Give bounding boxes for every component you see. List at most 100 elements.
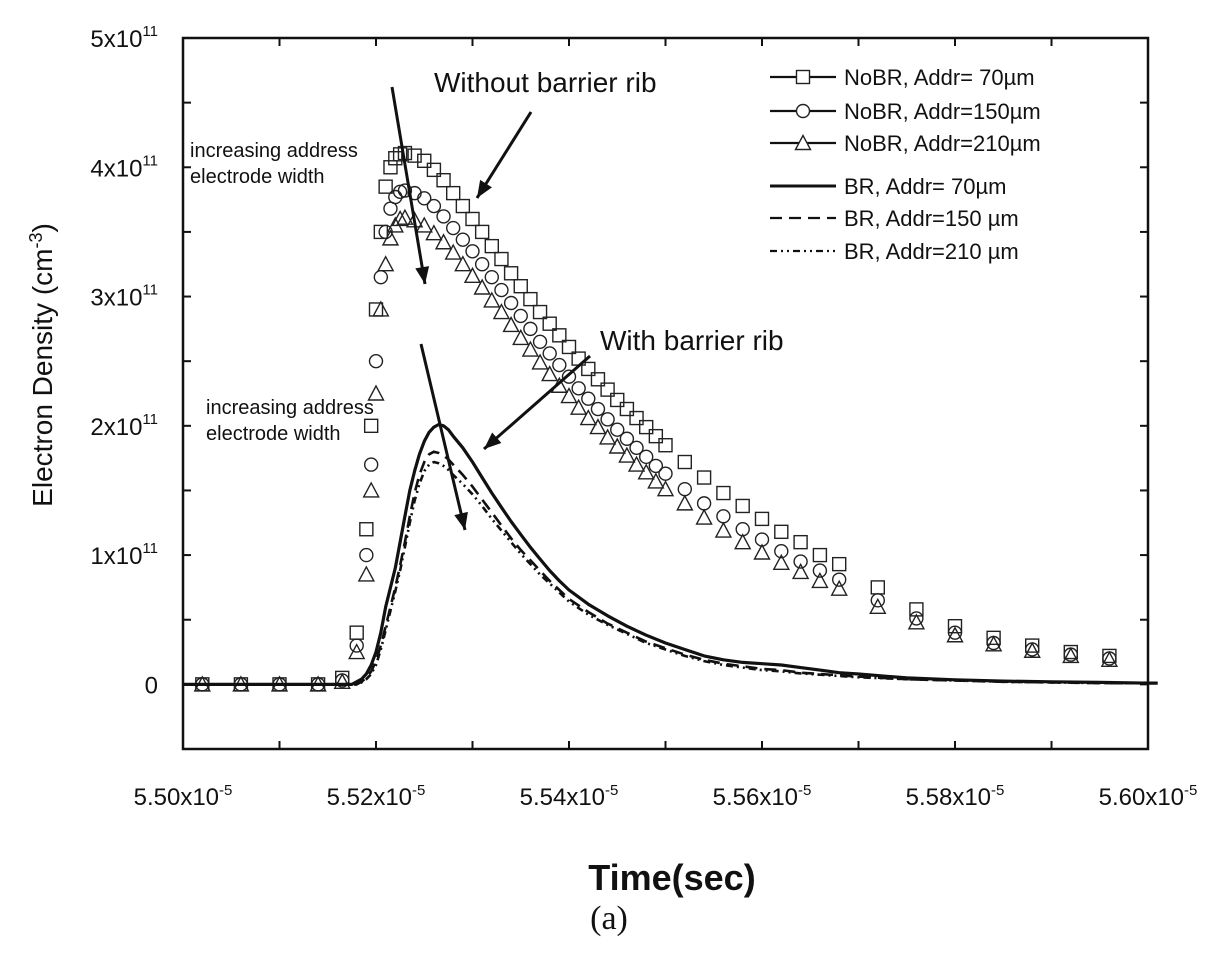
y-tick-label-mantissa: 4x10 xyxy=(90,155,142,182)
triangle-point xyxy=(425,224,443,241)
square-point xyxy=(446,185,461,201)
circle-point xyxy=(368,353,384,369)
legend-label: NoBR, Addr=210µm xyxy=(844,131,1041,156)
circle-point xyxy=(363,457,379,472)
triangle-point xyxy=(391,209,409,227)
annotation-arrow xyxy=(483,354,591,451)
y-tick-label-mantissa: 3x10 xyxy=(90,285,142,312)
circle-point xyxy=(793,554,808,569)
annotation-arrow xyxy=(390,86,430,285)
square-point xyxy=(552,328,567,343)
legend-label: BR, Addr=150 µm xyxy=(844,206,1019,231)
circle-point xyxy=(446,220,461,236)
circle-point xyxy=(677,481,692,497)
annotation-text: Without barrier rib xyxy=(434,67,657,98)
square-point xyxy=(639,419,654,435)
circle-point xyxy=(513,308,528,324)
triangle-point xyxy=(608,437,626,454)
legend-entry: NoBR, Addr=210µm xyxy=(770,131,1041,156)
triangle-point xyxy=(946,626,964,643)
x-tick-label: 5.58x10-5 xyxy=(906,782,1005,811)
circle-point xyxy=(484,269,499,285)
triangle-point xyxy=(333,672,351,689)
square-point xyxy=(455,198,471,214)
circle-point xyxy=(716,509,731,524)
triangle-point xyxy=(656,480,675,497)
legend: NoBR, Addr= 70µm NoBR, Addr=150µm NoBR, Ad… xyxy=(770,65,1041,264)
triangle-point xyxy=(1100,650,1119,668)
triangle-point xyxy=(589,418,607,435)
triangle-point xyxy=(512,328,530,346)
triangle-point xyxy=(734,533,752,550)
circle-point xyxy=(523,321,538,337)
annotation-text: increasing address electrode width xyxy=(190,140,358,188)
y-axis-title: Electron Density (cm-3) xyxy=(26,223,58,507)
triangle-point xyxy=(772,553,790,571)
circle-point xyxy=(832,572,847,587)
square-point xyxy=(600,382,615,397)
series-line xyxy=(183,450,1149,686)
triangle-point xyxy=(415,216,433,233)
legend-entry: BR, Addr=210 µm xyxy=(770,239,1019,264)
triangle-point xyxy=(348,643,366,660)
legend-label: BR, Addr=210 µm xyxy=(844,239,1019,264)
triangle-point xyxy=(376,255,395,272)
circle-point xyxy=(373,269,389,285)
legend-entry: NoBR, Addr= 70µm xyxy=(770,65,1035,90)
x-tick-label: 5.54x10-5 xyxy=(520,782,619,811)
square-point xyxy=(696,470,712,485)
circle-point xyxy=(552,357,567,373)
circle-point xyxy=(532,334,548,349)
triangle-point xyxy=(454,255,472,272)
y-tick-label-exponent: 11 xyxy=(142,23,158,40)
y-tick-label: 2x1011 xyxy=(90,411,158,441)
triangle-point xyxy=(521,340,540,357)
triangle-point xyxy=(753,543,771,560)
x-tick-label: 5.52x10-5 xyxy=(327,782,426,811)
x-axis: 5.50x10-5 5.52x10-5 5.54x10-5 5.56x10-5 5.58… xyxy=(134,38,1198,811)
square-point xyxy=(359,522,374,537)
triangle-point xyxy=(627,455,646,472)
x-tick-label-mantissa: 5.54x10 xyxy=(520,784,605,811)
square-point xyxy=(368,302,384,317)
circle-point xyxy=(417,191,432,206)
x-tick-label-exponent: -5 xyxy=(991,782,1004,799)
square-point xyxy=(610,392,625,408)
square-point xyxy=(629,410,644,426)
circle-point xyxy=(494,282,509,298)
legend-square-marker xyxy=(795,69,811,85)
circle-point xyxy=(658,466,673,481)
circle-point xyxy=(349,638,364,653)
square-point xyxy=(590,372,606,387)
square-point xyxy=(947,618,963,634)
x-tick-label: 5.60x10-5 xyxy=(1099,782,1198,811)
y-tick-label-exponent: 11 xyxy=(142,152,158,169)
series-5 xyxy=(183,450,1149,686)
circle-point xyxy=(1024,642,1040,657)
triangle-point xyxy=(907,613,926,630)
circle-point xyxy=(909,611,924,626)
y-tick-label-exponent: 11 xyxy=(142,411,158,428)
square-point xyxy=(378,179,393,194)
y-axis-title-main: Electron Density (cm xyxy=(27,249,58,507)
annotation-arrow xyxy=(419,343,468,531)
x-tick-label-mantissa: 5.50x10 xyxy=(134,784,219,811)
circle-point xyxy=(397,183,413,198)
square-point xyxy=(484,238,499,254)
triangle-point xyxy=(531,353,549,370)
legend-entry: BR, Addr= 70µm xyxy=(770,174,1006,199)
square-point xyxy=(383,160,398,175)
square-point xyxy=(735,498,750,514)
y-axis-title-close: ) xyxy=(27,223,58,232)
triangle-point xyxy=(362,481,380,498)
square-point xyxy=(503,266,519,281)
x-tick-label-mantissa: 5.58x10 xyxy=(906,784,991,811)
triangle-point xyxy=(984,635,1003,652)
series-layer xyxy=(183,145,1158,692)
triangle-point xyxy=(444,243,462,260)
triangle-point xyxy=(381,229,400,246)
square-point xyxy=(677,454,692,470)
square-point xyxy=(561,339,577,355)
annotation-line: increasing address xyxy=(190,140,358,162)
